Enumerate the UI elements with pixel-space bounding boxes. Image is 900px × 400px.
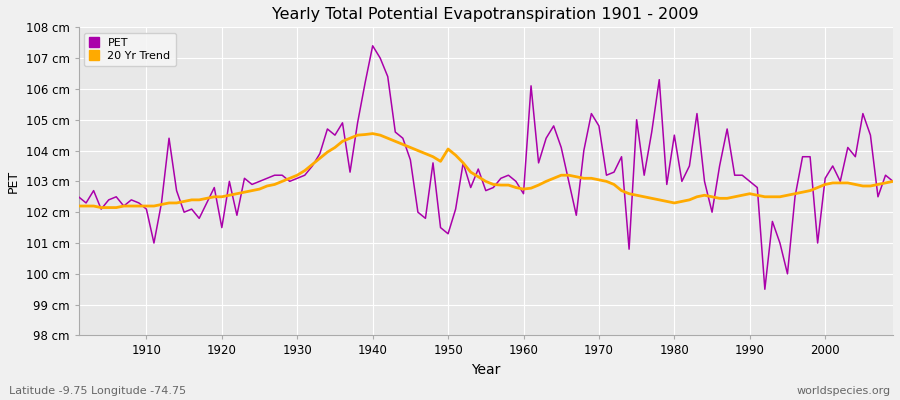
PET [526,84,536,88]
20 Yr Trend [526,186,536,190]
20 Yr Trend [352,133,363,138]
Y-axis label: PET: PET [7,170,20,193]
20 Yr Trend [887,179,898,184]
PET [133,200,144,205]
20 Yr Trend [533,183,544,188]
Text: worldspecies.org: worldspecies.org [796,386,891,396]
PET [73,194,84,199]
PET [345,170,356,174]
PET [518,191,529,196]
PET [367,43,378,48]
Title: Yearly Total Potential Evapotranspiration 1901 - 2009: Yearly Total Potential Evapotranspiratio… [273,7,699,22]
20 Yr Trend [367,131,378,136]
20 Yr Trend [73,204,84,208]
PET [760,287,770,292]
Line: 20 Yr Trend: 20 Yr Trend [78,134,893,208]
PET [300,173,310,178]
20 Yr Trend [95,205,106,210]
PET [616,154,627,159]
X-axis label: Year: Year [471,363,500,377]
Text: Latitude -9.75 Longitude -74.75: Latitude -9.75 Longitude -74.75 [9,386,186,396]
Legend: PET, 20 Yr Trend: PET, 20 Yr Trend [84,33,176,66]
20 Yr Trend [141,204,152,208]
20 Yr Trend [307,162,318,167]
20 Yr Trend [624,191,634,196]
PET [887,179,898,184]
Line: PET: PET [78,46,893,289]
